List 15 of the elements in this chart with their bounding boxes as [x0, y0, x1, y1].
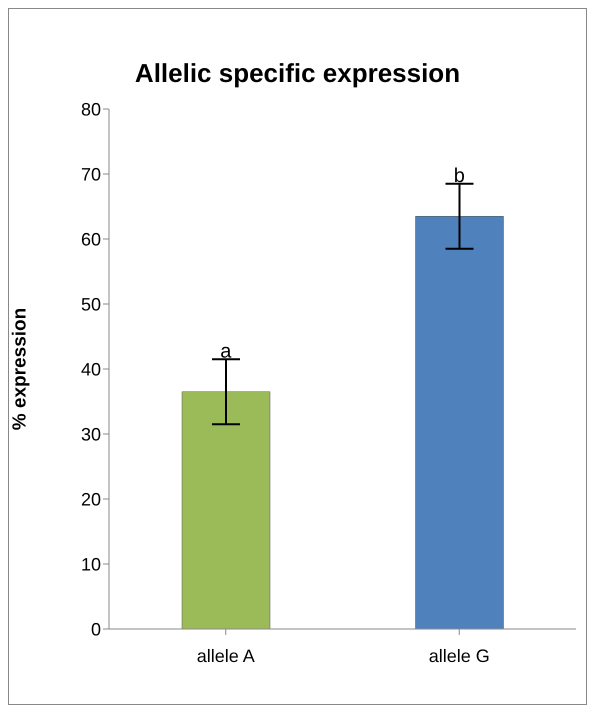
y-tick-label: 10 — [80, 554, 101, 574]
x-tick-label: allele G — [428, 646, 490, 666]
y-tick-label: 60 — [80, 229, 101, 250]
y-tick-label: 50 — [80, 294, 101, 314]
x-tick-label: allele A — [196, 646, 255, 666]
y-tick-label: 30 — [80, 424, 101, 444]
y-tick-label: 20 — [80, 489, 101, 510]
y-tick-label: 40 — [80, 359, 101, 380]
annotation: b — [454, 164, 465, 187]
y-tick-label: 70 — [80, 164, 101, 184]
y-tick-label: 0 — [90, 619, 101, 640]
y-axis-title: % expression — [10, 308, 31, 430]
y-tick-label: 80 — [80, 99, 101, 120]
annotation: a — [220, 340, 232, 362]
chart-title: Allelic specific expression — [134, 57, 462, 89]
